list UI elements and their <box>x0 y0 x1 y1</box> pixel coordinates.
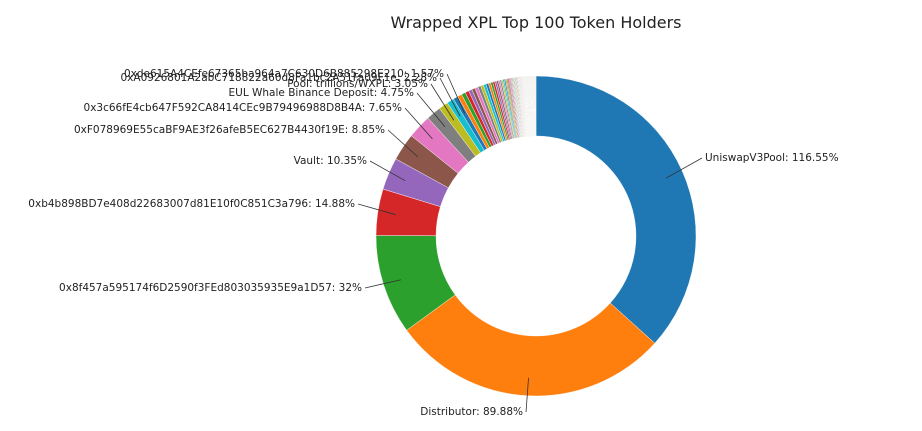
slice-label: 0x8f457a595174f6D2590f3FEd803035935E9a1D… <box>59 282 362 294</box>
slice-label: 0xA0926801A2abC718822a60d8Fa1bc2A51Fa09F… <box>121 72 438 84</box>
leader-line <box>446 73 465 114</box>
slice-label: 0xF078969E55caBF9AE3f26afeB5EC627B4430f1… <box>74 124 385 136</box>
leader-line <box>357 203 396 216</box>
leader-line <box>387 129 419 158</box>
slice-label: 0x3c66fE4cb647F592CA8414CEc9B79496988D8B… <box>84 102 402 114</box>
slice-label: Distributor: 89.88% <box>420 406 523 418</box>
slice-label: 0xb4b898BD7e408d22683007d81E10f0C851C3a7… <box>28 198 355 210</box>
pie-slice <box>406 294 656 397</box>
slice-label: 0xde615A4CEfe67365ba964a7C630D6B885298E2… <box>124 68 444 80</box>
leader-line <box>364 279 401 289</box>
leader-line <box>665 157 703 179</box>
slices-group <box>375 75 697 397</box>
slice-label: UniswapV3Pool: 116.55% <box>705 152 839 164</box>
chart-title: Wrapped XPL Top 100 Token Holders <box>391 13 682 32</box>
slice-label: EUL Whale Binance Deposit: 4.75% <box>229 87 415 99</box>
leader-line <box>404 107 433 140</box>
leader-line <box>525 377 529 413</box>
slice-label: Vault: 10.35% <box>294 155 367 167</box>
labels-group: UniswapV3Pool: 116.55% Distributor: 89.88… <box>28 68 838 418</box>
leader-line <box>416 92 446 128</box>
slice-label: Pool: trillions/WXPL: 3.05% <box>287 78 428 90</box>
leader-line <box>439 77 461 117</box>
leader-line <box>369 160 406 182</box>
pie-slice <box>535 75 697 344</box>
leader-line <box>430 83 455 121</box>
